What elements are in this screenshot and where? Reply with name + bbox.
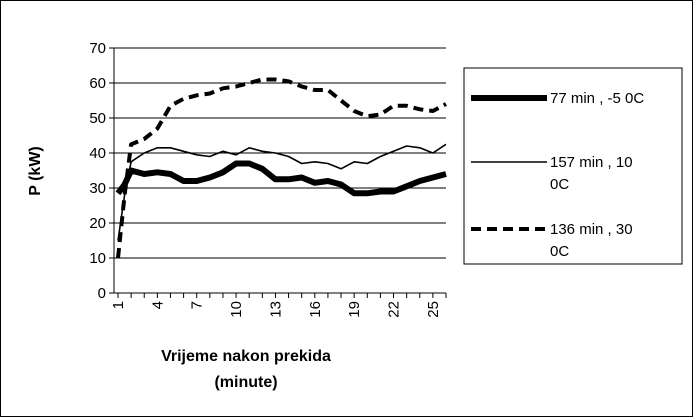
x-axis-title-line2: (minute) — [214, 374, 277, 391]
x-tick-label-1: 1 — [110, 301, 127, 309]
x-tick-label-19: 19 — [346, 301, 363, 318]
x-tick-label-25: 25 — [425, 301, 442, 318]
series-line-1 — [115, 160, 447, 197]
y-tick-label-60: 60 — [89, 75, 106, 92]
series-line-2 — [117, 143, 447, 241]
x-tick-label-13: 13 — [267, 301, 284, 318]
y-tick-label-10: 10 — [89, 250, 106, 267]
y-axis-title: P (kW) — [27, 146, 44, 195]
y-tick-label-0: 0 — [98, 285, 106, 302]
legend-label-3-line-1: 136 min , 30 — [550, 221, 633, 238]
x-tick-label-16: 16 — [307, 301, 324, 318]
y-axis-ticks: 0 10 20 30 40 50 60 70 — [89, 40, 114, 302]
x-axis-title-line1: Vrijeme nakon prekida — [161, 348, 331, 365]
legend-label-2-line-1: 157 min , 10 — [550, 154, 633, 171]
legend-label-2-line-2: 0C — [550, 176, 569, 193]
y-tick-label-40: 40 — [89, 145, 106, 162]
x-tick-label-4: 4 — [149, 301, 166, 309]
series-line-3 — [116, 77, 447, 259]
plot-area — [113, 47, 446, 294]
y-tick-label-30: 30 — [89, 180, 106, 197]
x-axis-ticks: 1 4 7 10 13 16 19 22 25 — [110, 293, 447, 318]
y-tick-label-70: 70 — [89, 40, 106, 57]
series-layer — [115, 77, 447, 259]
y-tick-label-20: 20 — [89, 215, 106, 232]
x-tick-label-7: 7 — [189, 301, 206, 309]
legend: 77 min , -5 0C 157 min , 10 0C 136 min , 30… — [463, 67, 683, 265]
legend-label-1-line-1: 77 min , -5 0C — [550, 90, 644, 107]
x-tick-label-10: 10 — [228, 301, 245, 318]
x-tick-label-22: 22 — [386, 301, 403, 318]
y-tick-label-50: 50 — [89, 110, 106, 127]
legend-label-3-line-2: 0C — [550, 243, 569, 260]
